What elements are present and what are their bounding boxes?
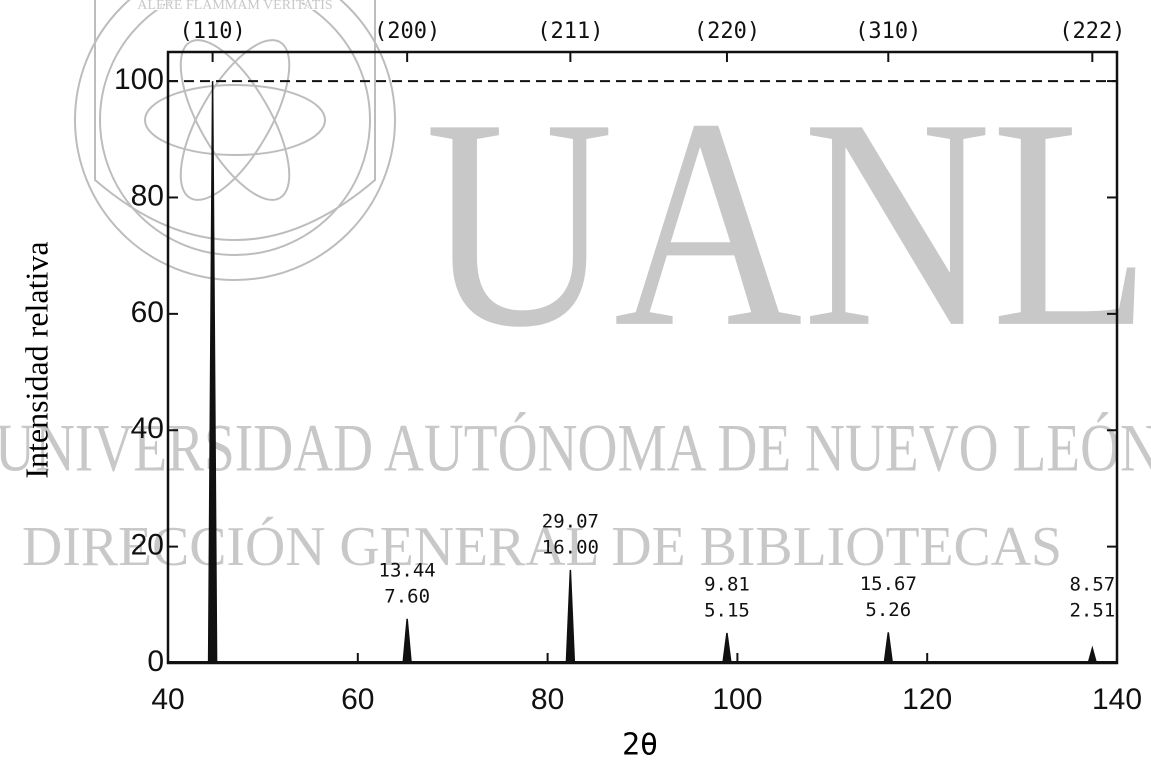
x-tick-label: 120: [902, 683, 952, 716]
hkl-label: (200): [374, 19, 440, 44]
y-tick-label: 40: [131, 412, 164, 445]
y-tick-label: 0: [147, 645, 164, 678]
value-label: 5.26: [865, 599, 911, 621]
peak: [883, 632, 894, 664]
peak: [565, 569, 576, 664]
watermark-motto: ALERE FLAMMAM VERITATIS: [137, 0, 332, 13]
watermark: ALERE FLAMMAM VERITATIS UANL UNIVERSIDAD…: [0, 0, 1151, 579]
secondary-label: 13.44: [379, 559, 436, 581]
peak: [1087, 645, 1098, 664]
secondary-label: 15.67: [860, 573, 917, 595]
peak: [207, 81, 218, 664]
peak: [722, 632, 732, 664]
secondary-label: 9.81: [704, 574, 750, 596]
value-label: 5.15: [704, 600, 750, 622]
value-label: 2.51: [1069, 600, 1115, 622]
x-tick-label: 140: [1092, 683, 1142, 716]
x-tick-label: 40: [151, 683, 184, 716]
hkl-label: (220): [694, 19, 760, 44]
x-tick-label: 100: [712, 683, 762, 716]
y-tick-label: 100: [114, 63, 164, 96]
peak: [402, 618, 412, 664]
x-tick-label: 60: [341, 683, 374, 716]
hkl-label: (222): [1059, 19, 1125, 44]
value-label: 16.00: [542, 536, 599, 558]
secondary-label: 8.57: [1069, 574, 1115, 596]
secondary-label: 29.07: [542, 510, 599, 532]
watermark-library: DIRECCIÓN GENERAL DE BIBLIOTECAS: [22, 515, 1062, 578]
watermark-logo: [74, 0, 396, 281]
y-tick-label: 80: [131, 179, 164, 212]
watermark-acronym: UANL: [425, 57, 1151, 389]
x-tick-label: 80: [531, 683, 564, 716]
hkl-label: (211): [537, 19, 603, 44]
x-axis-label: 2θ: [622, 728, 658, 763]
watermark-university: UNIVERSIDAD AUTÓNOMA DE NUEVO LEÓN: [0, 410, 1151, 486]
y-tick-label: 60: [131, 296, 164, 329]
value-label: 7.60: [384, 585, 430, 607]
y-tick-label: 20: [131, 529, 164, 562]
y-axis-label: Intensidad relativa: [18, 241, 54, 478]
hkl-label: (310): [855, 19, 921, 44]
hkl-label: (110): [179, 19, 245, 44]
